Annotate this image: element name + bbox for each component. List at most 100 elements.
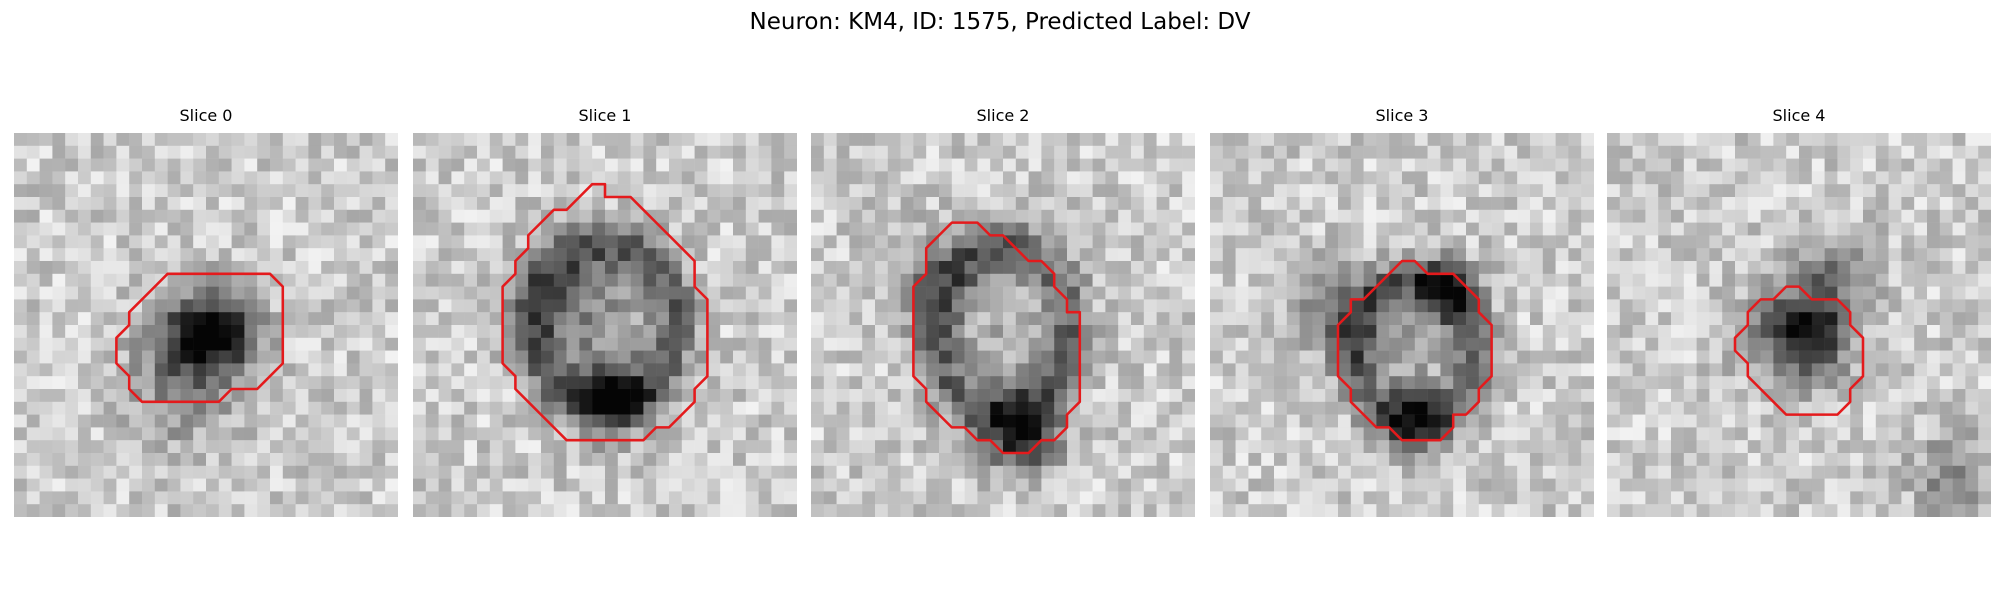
image-pixel [14, 363, 28, 377]
image-pixel [1182, 465, 1195, 479]
image-pixel [180, 184, 194, 198]
image-pixel [694, 350, 708, 364]
image-pixel [1504, 273, 1518, 287]
image-pixel [346, 209, 360, 223]
image-pixel [1338, 350, 1352, 364]
image-pixel [1875, 145, 1889, 159]
image-pixel [720, 401, 734, 415]
image-pixel [758, 158, 772, 172]
image-pixel [142, 312, 156, 326]
image-pixel [1760, 197, 1774, 211]
image-pixel [1143, 261, 1157, 275]
image-pixel [502, 440, 516, 454]
image-pixel [52, 158, 66, 172]
image-pixel [1939, 491, 1953, 505]
image-pixel [346, 491, 360, 505]
image-pixel [1248, 337, 1262, 351]
image-pixel [1143, 478, 1157, 492]
image-pixel [1222, 299, 1236, 313]
image-pixel [477, 325, 491, 339]
image-pixel [771, 325, 785, 339]
image-pixel [836, 478, 850, 492]
image-pixel [1760, 145, 1774, 159]
image-pixel [1683, 145, 1697, 159]
image-pixel [116, 145, 130, 159]
image-pixel [1440, 376, 1454, 390]
image-pixel [1632, 414, 1646, 428]
image-pixel [1143, 248, 1157, 262]
image-pixel [1350, 453, 1364, 467]
image-pixel [1491, 453, 1505, 467]
image-pixel [811, 158, 825, 172]
image-pixel [951, 222, 965, 236]
image-pixel [244, 312, 258, 326]
image-pixel [116, 197, 130, 211]
image-pixel [913, 312, 927, 326]
image-pixel [1299, 504, 1313, 517]
image-pixel [1671, 235, 1685, 249]
image-pixel [346, 171, 360, 185]
image-pixel [1824, 133, 1838, 147]
image-pixel [1466, 363, 1480, 377]
image-pixel [1811, 453, 1825, 467]
image-pixel [720, 286, 734, 300]
image-pixel [758, 491, 772, 505]
image-pixel [605, 261, 619, 275]
image-pixel [528, 209, 542, 223]
image-pixel [244, 465, 258, 479]
image-pixel [913, 184, 927, 198]
image-pixel [694, 171, 708, 185]
image-pixel [1235, 273, 1249, 287]
image-pixel [681, 145, 695, 159]
image-pixel [875, 453, 889, 467]
image-pixel [372, 312, 386, 326]
image-pixel [413, 312, 427, 326]
image-pixel [308, 145, 322, 159]
image-pixel [180, 363, 194, 377]
image-pixel [1427, 248, 1441, 262]
image-pixel [282, 145, 296, 159]
image-pixel [489, 453, 503, 467]
image-pixel [758, 337, 772, 351]
image-pixel [1054, 350, 1068, 364]
image-pixel [1965, 197, 1979, 211]
image-pixel [1824, 312, 1838, 326]
image-pixel [1350, 504, 1364, 517]
image-pixel [1671, 145, 1685, 159]
image-pixel [1105, 133, 1119, 147]
image-pixel [116, 261, 130, 275]
image-pixel [1760, 491, 1774, 505]
image-pixel [1312, 209, 1326, 223]
image-pixel [1773, 414, 1787, 428]
image-pixel [1235, 312, 1249, 326]
image-pixel [1067, 453, 1081, 467]
image-pixel [1453, 286, 1467, 300]
image-pixel [26, 197, 40, 211]
image-pixel [154, 363, 168, 377]
image-pixel [244, 209, 258, 223]
image-pixel [116, 401, 130, 415]
image-pixel [887, 337, 901, 351]
image-pixel [372, 197, 386, 211]
image-pixel [1683, 133, 1697, 147]
image-pixel [451, 286, 465, 300]
image-pixel [862, 389, 876, 403]
image-pixel [1350, 299, 1364, 313]
image-pixel [52, 171, 66, 185]
image-pixel [605, 171, 619, 185]
image-pixel [1773, 389, 1787, 403]
image-pixel [605, 491, 619, 505]
image-pixel [1118, 376, 1132, 390]
image-pixel [926, 414, 940, 428]
image-pixel [939, 453, 953, 467]
image-pixel [656, 350, 670, 364]
image-pixel [52, 363, 66, 377]
image-pixel [413, 440, 427, 454]
image-pixel [1542, 478, 1556, 492]
image-pixel [617, 478, 631, 492]
image-pixel [1875, 133, 1889, 147]
image-pixel [1261, 248, 1275, 262]
image-pixel [1799, 312, 1813, 326]
image-pixel [1504, 325, 1518, 339]
image-pixel [1645, 312, 1659, 326]
